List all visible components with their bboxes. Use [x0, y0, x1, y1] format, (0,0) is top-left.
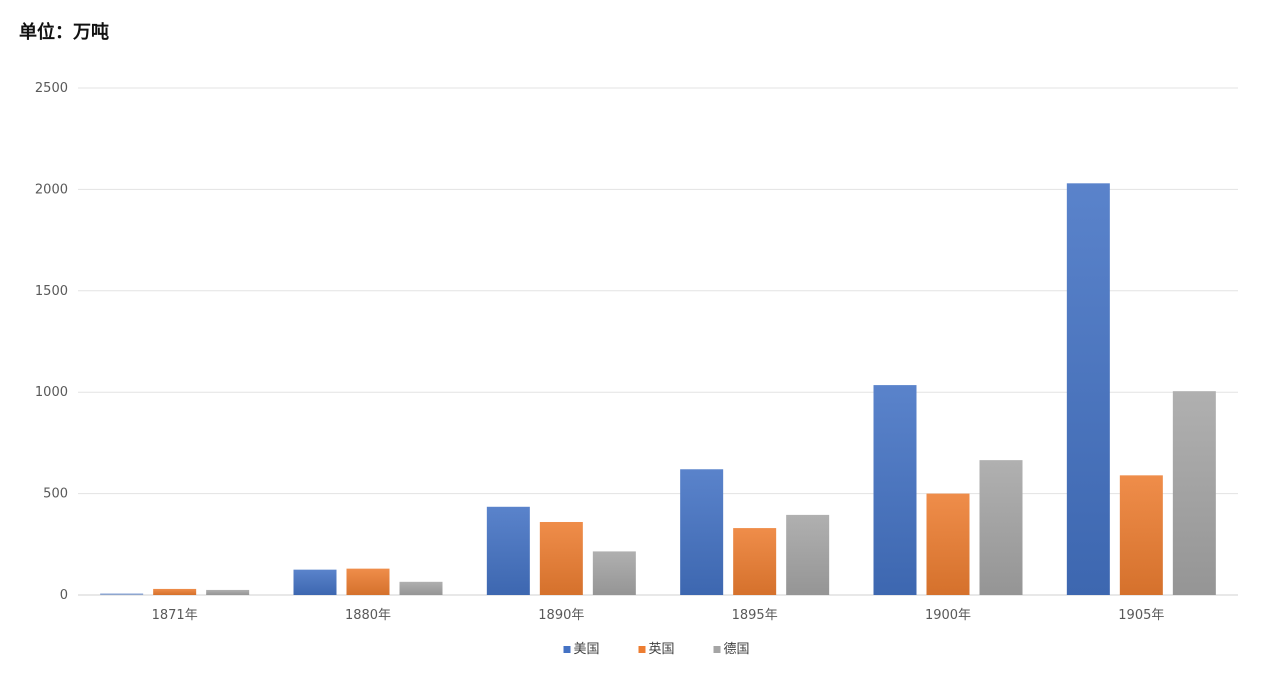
legend-swatch: [563, 646, 571, 653]
legend-label: 德国: [724, 642, 750, 657]
bar-德国-1890年: [592, 551, 636, 595]
legend-item-德国: 德国: [713, 642, 750, 657]
y-axis-ticks: 0 500 1000 1500 2000 2500: [35, 81, 68, 603]
legend-swatch: [638, 646, 646, 653]
unit-label: 单位：万吨: [19, 22, 109, 43]
y-tick-label: 1000: [35, 385, 68, 400]
bar-英国-1895年: [733, 528, 777, 595]
x-tick-label: 1905年: [1118, 608, 1164, 623]
bar-英国-1905年: [1119, 475, 1163, 595]
bar-美国-1890年: [486, 506, 530, 595]
bar-德国-1895年: [786, 514, 830, 595]
legend-label: 英国: [649, 642, 675, 657]
bar-德国-1905年: [1172, 391, 1216, 595]
bars: [100, 183, 1216, 596]
bar-英国-1880年: [346, 568, 390, 595]
bar-英国-1900年: [926, 493, 970, 595]
gridlines: [78, 87, 1238, 596]
x-tick-label: 1900年: [925, 608, 971, 623]
legend: 美国 英国 德国: [563, 642, 750, 657]
legend-item-美国: 美国: [563, 642, 600, 657]
bar-美国-1880年: [293, 569, 337, 595]
x-tick-label: 1871年: [152, 608, 198, 623]
y-tick-label: 2500: [35, 81, 68, 96]
bar-德国-1880年: [399, 581, 443, 595]
bar-德国-1871年: [206, 589, 250, 595]
y-tick-label: 500: [43, 487, 68, 502]
bar-美国-1871年: [100, 593, 144, 595]
x-tick-label: 1890年: [538, 608, 584, 623]
bar-英国-1890年: [539, 521, 583, 595]
bar-德国-1900年: [979, 460, 1023, 595]
legend-label: 美国: [574, 642, 600, 657]
legend-item-英国: 英国: [638, 642, 675, 657]
y-tick-label: 2000: [35, 182, 68, 197]
y-tick-label: 1500: [35, 284, 68, 299]
bar-美国-1905年: [1066, 183, 1110, 596]
bar-美国-1895年: [680, 469, 724, 595]
legend-swatch: [713, 646, 721, 653]
y-tick-label: 0: [60, 588, 68, 603]
x-axis-ticks: 1871年 1880年 1890年 1895年 1900年 1905年: [152, 608, 1165, 623]
x-tick-label: 1895年: [732, 608, 778, 623]
x-tick-label: 1880年: [345, 608, 391, 623]
bar-美国-1900年: [873, 385, 917, 595]
bar-英国-1871年: [153, 588, 197, 595]
